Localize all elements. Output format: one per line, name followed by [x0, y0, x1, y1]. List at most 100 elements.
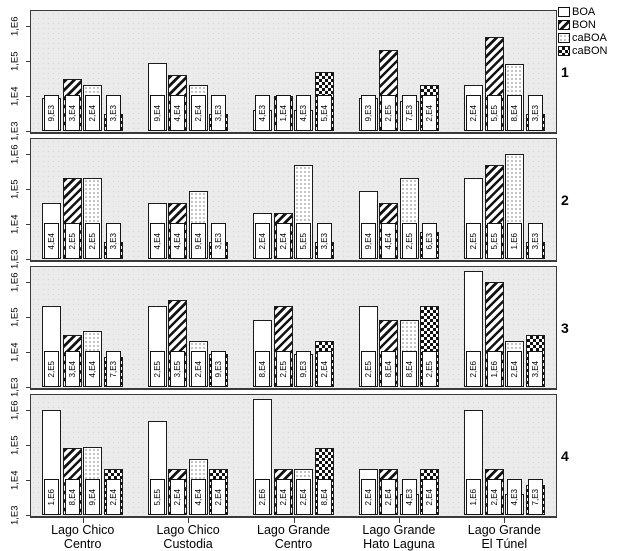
bar-value-text: 4,E4	[193, 488, 203, 506]
bar-value-label: 9,E4	[360, 223, 376, 259]
y-axis-tick-label: 1,E5	[9, 51, 21, 71]
bar-value-text: 3,E3	[108, 232, 118, 250]
bar-value-label: 2,E4	[190, 351, 206, 387]
category-label-line1: Lago Chico	[156, 523, 220, 537]
category-label: Lago Grande Hato Laguna	[343, 523, 455, 551]
y-axis-tick-label: 1,E3	[9, 505, 21, 525]
bar-value-label: 2,E5	[149, 351, 165, 387]
bar-value-label: 4,E4	[170, 223, 186, 259]
bar-value-label: 3,E4	[64, 351, 80, 387]
bar-value-label: 2,E4	[105, 479, 121, 515]
y-axis-tick	[26, 61, 30, 62]
bar-value-label: 2,E4	[190, 95, 206, 131]
legend-label-bon: BON	[572, 18, 596, 31]
bar-value-text: 2,E5	[47, 360, 57, 378]
y-axis-tick	[26, 480, 30, 481]
bar-value-label: 7,E3	[527, 479, 543, 515]
bar-value-label: 2,E4	[170, 479, 186, 515]
bar-value-label: 8,E4	[401, 351, 417, 387]
bar-value-text: 9,E4	[152, 104, 162, 122]
legend-label-caboa: caBOA	[572, 31, 607, 44]
cabon-pattern-swatch-icon	[558, 45, 570, 56]
bar-value-label: 4,E3	[255, 95, 271, 131]
bar-value-text: 2,E4	[193, 104, 203, 122]
bar-value-label: 9,E4	[149, 95, 165, 131]
bar-value-label: 4,E4	[44, 223, 60, 259]
bar-value-text: 3,E4	[67, 360, 77, 378]
bar-value-label: 2,E4	[422, 95, 438, 131]
y-axis-tick	[26, 410, 30, 411]
bar-value-text: 2,E4	[258, 232, 268, 250]
category-tick	[398, 518, 400, 523]
bar-value-label: 5,E5	[486, 223, 502, 259]
bar-value-text: 3,E3	[530, 232, 540, 250]
bar-value-text: 9,E3	[47, 104, 57, 122]
bar-value-text: 1,E6	[47, 488, 57, 506]
category-label: Lago Chico Custodia	[132, 523, 244, 551]
bar-value-text: 9,E4	[363, 232, 373, 250]
bar-value-label: 2,E4	[381, 479, 397, 515]
bar-value-label: 2,E5	[422, 351, 438, 387]
bar-value-label: 5,E5	[486, 95, 502, 131]
bar-value-label: 3,E3	[527, 95, 543, 131]
bar-value-label: 3,E3	[211, 223, 227, 259]
bar-value-text: 2,E4	[425, 488, 435, 506]
bar-value-label: 9,E3	[211, 351, 227, 387]
bar-value-text: 1,E4	[278, 104, 288, 122]
category-label-line1: Lago Chico	[51, 523, 115, 537]
bar-value-label: 2,E4	[466, 95, 482, 131]
boa-pattern-swatch-icon	[558, 6, 570, 17]
bar-value-label: 1,E6	[44, 479, 60, 515]
bar-value-label: 3,E4	[527, 351, 543, 387]
y-axis-tick	[26, 515, 30, 516]
bar-value-text: 4,E3	[258, 104, 268, 122]
y-axis-tick-label: 1,E5	[9, 307, 21, 327]
bar-value-text: 7,E3	[530, 488, 540, 506]
y-axis-tick-label: 1,E5	[9, 435, 21, 455]
bar-value-label: 9,E4	[85, 479, 101, 515]
y-axis-tick	[26, 387, 30, 388]
bar-value-label: 1,E6	[486, 351, 502, 387]
bar-value-text: 4,E4	[173, 232, 183, 250]
bar-value-label: 2,E5	[401, 223, 417, 259]
bar-value-label: 3,E5	[170, 351, 186, 387]
bar-value-label: 3,E3	[105, 95, 121, 131]
bar-value-label: 8,E4	[255, 351, 271, 387]
bar-value-label: 5,E5	[296, 223, 312, 259]
bar-value-label: 7,E3	[105, 351, 121, 387]
bar-value-label: 6,E3	[422, 223, 438, 259]
category-label-line2: El Túnel	[481, 536, 528, 551]
bar-value-text: 9,E3	[214, 360, 224, 378]
bar-value-text: 3,E3	[214, 104, 224, 122]
legend-item-bon: BON	[558, 18, 607, 31]
bar-value-label: 3,E3	[211, 95, 227, 131]
bar-value-text: 2,E4	[108, 488, 118, 506]
bar-value-text: 4,E4	[384, 232, 394, 250]
bar-value-text: 7,E3	[108, 360, 118, 378]
panel-label-2: 2	[561, 192, 569, 208]
caboa-pattern-swatch-icon	[558, 32, 570, 43]
y-axis-tick	[26, 445, 30, 446]
bar-value-text: 1,E6	[469, 488, 479, 506]
bar-value-label: 3,E3	[105, 223, 121, 259]
bar-value-label: 2,E5	[466, 223, 482, 259]
bar-value-text: 2,E5	[278, 360, 288, 378]
category-label-line2: Centro	[63, 536, 102, 551]
y-axis-tick	[26, 96, 30, 97]
bar-value-text: 2,E4	[319, 360, 329, 378]
bar-value-text: 5,E5	[299, 232, 309, 250]
bar-value-text: 6,E3	[425, 232, 435, 250]
y-axis-tick-label: 1,E6	[9, 16, 21, 36]
y-axis-tick	[26, 259, 30, 260]
category-tick	[188, 518, 190, 523]
bar-value-label: 4,E4	[85, 351, 101, 387]
bar-value-text: 2,E4	[278, 488, 288, 506]
bar-value-label: 2,E4	[85, 95, 101, 131]
bar-value-text: 2,E4	[278, 232, 288, 250]
bar-value-text: 8,E4	[384, 360, 394, 378]
bar-value-text: 2,E5	[88, 232, 98, 250]
category-label-line1: Lago Grande	[257, 523, 330, 537]
bar-value-label: 4,E4	[190, 479, 206, 515]
y-axis-tick-label: 1,E6	[9, 144, 21, 164]
